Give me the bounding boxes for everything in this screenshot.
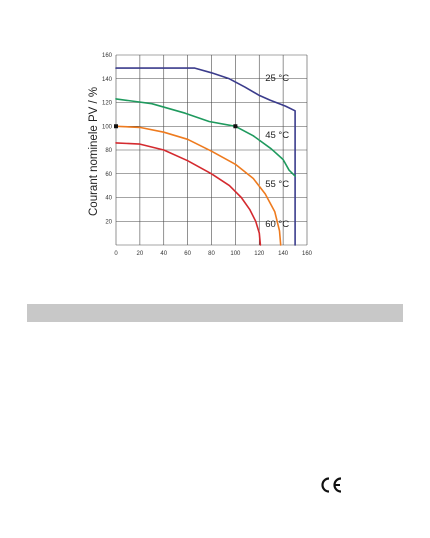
data-marker — [233, 124, 238, 129]
chart-series — [115, 67, 296, 246]
x-tick-label: 60 — [184, 251, 191, 257]
section-divider-bar — [27, 304, 403, 322]
x-tick-label: 100 — [230, 251, 241, 257]
x-tick-label: 20 — [137, 251, 144, 257]
temperature-derating-chart: 0 20 40 60 80 100 120 140 160 20 40 60 80 100 120 140 1… — [88, 53, 313, 257]
y-tick-label: 140 — [102, 77, 113, 83]
series-line — [115, 98, 296, 177]
y-tick-label: 120 — [102, 101, 113, 107]
x-tick-label: 140 — [278, 251, 289, 257]
x-tick-label: 120 — [254, 251, 265, 257]
x-tick-label: 80 — [208, 251, 215, 257]
series-line — [115, 142, 262, 246]
series-line — [115, 67, 296, 246]
chart-markers — [114, 124, 238, 129]
y-tick-label: 100 — [102, 124, 113, 130]
series-line — [115, 125, 282, 246]
x-tick-label: 160 — [302, 251, 313, 257]
x-tick-label: 0 — [114, 251, 118, 257]
data-marker — [114, 124, 118, 129]
series-label: 55 °C — [265, 179, 289, 190]
ce-mark-icon — [321, 477, 342, 493]
y-tick-label: 80 — [105, 148, 112, 154]
y-tick-label: 60 — [105, 172, 112, 178]
y-tick-label: 160 — [102, 53, 113, 59]
y-axis-label: Courant nominele PV / % — [88, 87, 100, 216]
y-tick-label: 20 — [105, 219, 112, 225]
series-label: 60 °C — [265, 219, 289, 230]
series-label: 45 °C — [265, 130, 289, 141]
y-axis-ticks: 20 40 60 80 100 120 140 160 — [102, 53, 113, 225]
series-labels: 25 °C 45 °C 55 °C 60 °C — [265, 73, 289, 230]
series-label: 25 °C — [265, 73, 289, 84]
x-axis-ticks: 0 20 40 60 80 100 120 140 160 — [114, 251, 312, 257]
y-tick-label: 40 — [105, 196, 112, 202]
x-tick-label: 40 — [160, 251, 167, 257]
